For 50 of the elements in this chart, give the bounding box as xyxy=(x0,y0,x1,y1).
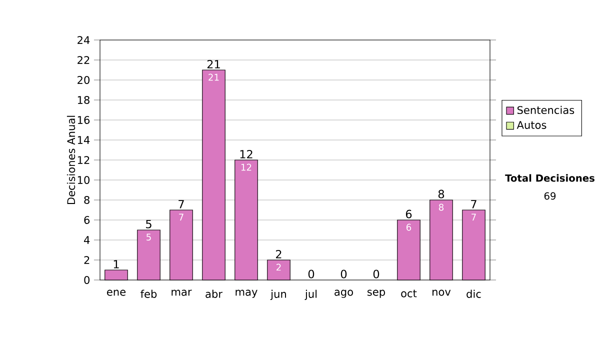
total-label: 0 xyxy=(340,270,347,278)
data-label: 2 xyxy=(276,264,281,271)
x-tick-label: nov xyxy=(432,290,451,296)
total-label: 2 xyxy=(276,250,282,258)
x-tick-label: may xyxy=(236,290,258,298)
total-label: 0 xyxy=(308,270,314,278)
total-label: 21 xyxy=(207,60,220,68)
data-label: 5 xyxy=(146,234,151,241)
text: 69 xyxy=(544,192,556,200)
data-label: 7 xyxy=(179,214,184,220)
total-label: 6 xyxy=(406,210,412,218)
y-tick-label: 16 xyxy=(78,116,90,124)
y-tick-label: 20 xyxy=(78,76,90,84)
y-tick-label: 10 xyxy=(78,176,90,184)
y-tick-label: 0 xyxy=(84,276,90,284)
x-tick-label: jun xyxy=(270,290,286,300)
text: Total Decisiones xyxy=(505,174,594,182)
data-label: 21 xyxy=(208,74,219,81)
x-tick-label: ago xyxy=(334,290,353,298)
x-tick-label: oct xyxy=(401,290,417,298)
y-axis-title: Decisiones Anual xyxy=(66,116,76,204)
y-tick-label: 2 xyxy=(84,256,90,264)
data-label: 7 xyxy=(472,214,476,220)
total-label: 7 xyxy=(471,200,476,208)
x-tick-label: mar xyxy=(172,290,192,296)
total-label: 7 xyxy=(178,200,184,208)
y-tick-label: 24 xyxy=(78,36,90,44)
y-tick-label: 14 xyxy=(78,136,90,144)
x-tick-label: abr xyxy=(206,290,223,298)
y-tick-label: 4 xyxy=(84,236,90,244)
x-tick-label: feb xyxy=(140,290,157,298)
data-label: 12 xyxy=(241,164,252,171)
x-tick-label: dic xyxy=(466,290,481,298)
legend-label: Sentencias xyxy=(517,106,574,114)
y-tick-label: 6 xyxy=(84,216,90,224)
x-tick-label: jul xyxy=(304,290,317,300)
x-tick-label: ene xyxy=(107,290,126,296)
legend-label: Autos xyxy=(516,121,546,129)
total-label: 1 xyxy=(114,260,119,268)
data-label: 6 xyxy=(406,224,412,231)
y-tick-label: 12 xyxy=(78,156,90,164)
data-label: 8 xyxy=(438,204,444,211)
x-tick-label: sep xyxy=(367,290,385,298)
y-tick-label: 18 xyxy=(78,96,90,104)
total-label: 12 xyxy=(240,150,252,158)
total-label: 0 xyxy=(373,270,380,278)
total-label: 8 xyxy=(438,190,444,198)
total-label: 5 xyxy=(146,220,152,228)
y-tick-label: 22 xyxy=(78,56,90,64)
y-tick-label: 8 xyxy=(84,196,90,204)
